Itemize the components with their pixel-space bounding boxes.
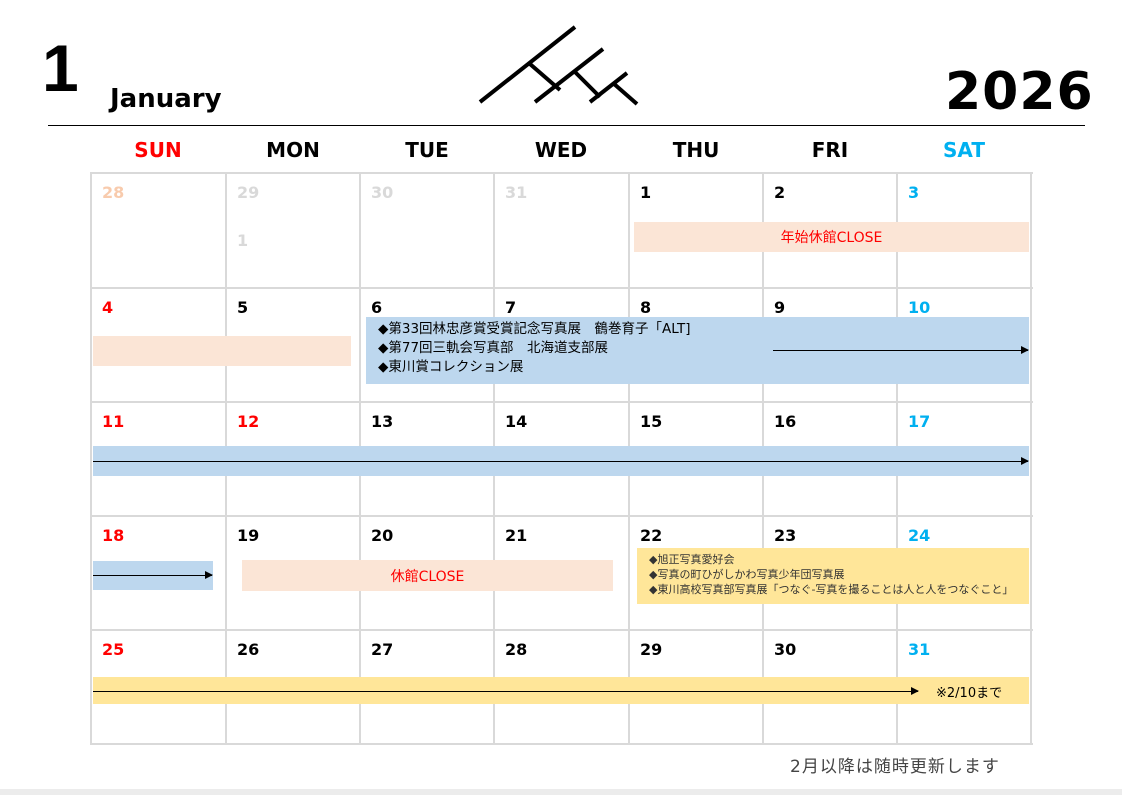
day-cell-number: 14 — [505, 412, 528, 431]
month-number: 1 — [42, 31, 79, 105]
yellow-event-bar: ◆旭正写真愛好会 ◆写真の町ひがしかわ写真少年団写真展 ◆東川高校写真部写真展「… — [637, 548, 1029, 604]
weekday-wed: WED — [534, 138, 588, 162]
weekday-sun: SUN — [134, 138, 182, 162]
day-cell-number: 27 — [371, 640, 394, 659]
exhibit-item: ◆第77回三軌会写真部 北海道支部展 — [378, 340, 609, 356]
newyear-close-bar: 年始休館CLOSE — [634, 222, 1029, 252]
day-cell-number: 23 — [774, 526, 797, 545]
day-cell-number: 6 — [371, 298, 383, 317]
footer-note: 2月以降は随時更新します — [790, 757, 1000, 777]
day-cell-number: 1 — [640, 183, 652, 202]
day-cell-number: 12 — [237, 412, 260, 431]
arrow-icon — [93, 687, 919, 695]
weekday-mon: MON — [266, 138, 320, 162]
grid-line — [90, 172, 1033, 174]
yellow-event-item: ◆東川高校写真部写真展「つなぐ-写真を撮ることは人と人をつなぐこと」 — [649, 583, 1014, 596]
grid-line — [90, 743, 1033, 745]
day-cell-number: 28 — [505, 640, 528, 659]
grid-line — [1030, 173, 1032, 745]
arrow-icon — [93, 571, 213, 579]
yellow-event-bar-continued — [93, 677, 1029, 704]
day-cell-number: 19 — [237, 526, 260, 545]
arrow-icon — [773, 346, 1029, 354]
grid-line — [90, 515, 1033, 517]
header-divider — [48, 125, 1085, 126]
grid-line — [90, 629, 1033, 631]
day-cell-number: 30 — [774, 640, 797, 659]
mountain-lines-logo — [478, 25, 639, 106]
day-cell-number: 4 — [102, 298, 114, 317]
day-cell-number: 16 — [774, 412, 797, 431]
day-cell-number: 3 — [908, 183, 920, 202]
day-cell-number: 29 — [237, 183, 260, 202]
day-cell-number: 20 — [371, 526, 394, 545]
close-bar: 休館CLOSE — [242, 560, 613, 591]
weekday-thu: THU — [672, 138, 720, 162]
day-cell-number: 31 — [505, 183, 528, 202]
day-cell-number: 30 — [371, 183, 394, 202]
weekday-fri: FRI — [811, 138, 849, 162]
newyear-close-label: 年始休館CLOSE — [780, 230, 883, 246]
day-cell-number: 18 — [102, 526, 125, 545]
grid-line — [90, 173, 92, 745]
weekday-sat: SAT — [943, 138, 985, 162]
until-note: ※2/10まで — [936, 686, 1003, 701]
day-cell-number: 5 — [237, 298, 249, 317]
extra-mark: 1 — [237, 231, 249, 250]
yellow-event-item: ◆写真の町ひがしかわ写真少年団写真展 — [649, 568, 845, 581]
day-cell-number: 28 — [102, 183, 125, 202]
day-cell-number: 29 — [640, 640, 663, 659]
day-cell-number: 9 — [774, 298, 786, 317]
day-cell-number: 17 — [908, 412, 931, 431]
close-bar-week2 — [93, 336, 351, 366]
day-cell-number: 21 — [505, 526, 528, 545]
day-cell-number: 26 — [237, 640, 260, 659]
year: 2026 — [945, 62, 1094, 122]
day-cell-number: 7 — [505, 298, 517, 317]
day-cell-number: 2 — [774, 183, 786, 202]
close-label: 休館CLOSE — [390, 568, 465, 585]
day-cell-number: 15 — [640, 412, 663, 431]
day-cell-number: 31 — [908, 640, 931, 659]
day-cell-number: 8 — [640, 298, 652, 317]
day-cell-number: 24 — [908, 526, 931, 545]
arrow-icon — [93, 457, 1029, 465]
bottom-band — [0, 789, 1122, 795]
day-cell-number: 11 — [102, 412, 125, 431]
day-cell-number: 10 — [908, 298, 931, 317]
grid-line — [90, 401, 1033, 403]
weekday-tue: TUE — [405, 138, 449, 162]
day-cell-number: 13 — [371, 412, 394, 431]
grid-line — [90, 287, 1033, 289]
yellow-event-item: ◆旭正写真愛好会 — [649, 553, 735, 566]
exhibit-item: ◆東川賞コレクション展 — [378, 359, 524, 375]
day-cell-number: 22 — [640, 526, 663, 545]
month-name: January — [110, 84, 222, 114]
exhibit-item: ◆第33回林忠彦賞受賞記念写真展 鶴巻育子「ALT] — [378, 321, 691, 337]
day-cell-number: 25 — [102, 640, 125, 659]
